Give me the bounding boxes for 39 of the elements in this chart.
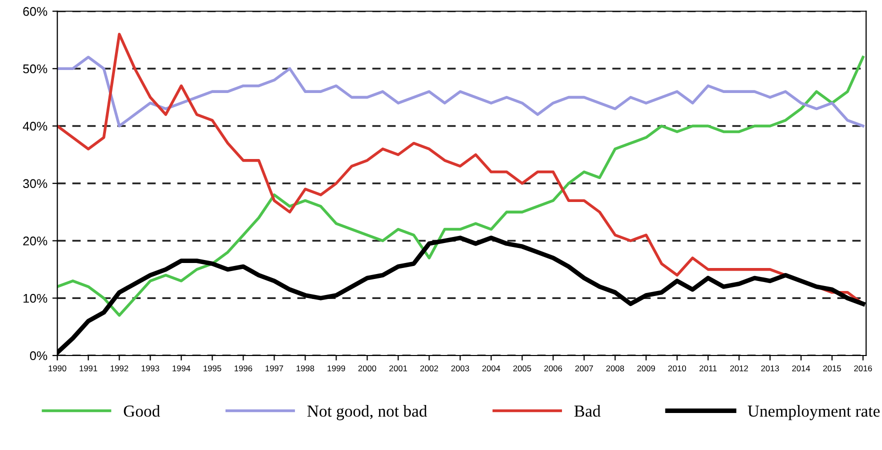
x-tick-label: 1997 [266, 365, 284, 372]
x-tick-label: 2007 [575, 365, 593, 372]
x-tick-label: 1994 [172, 365, 190, 372]
y-tick-label: 0% [30, 351, 48, 360]
line-series [57, 56, 864, 128]
y-tick-label: 60% [23, 7, 48, 16]
x-tick-label: 2008 [606, 365, 624, 372]
x-tick-label: 2012 [730, 365, 748, 372]
y-tick-label: 20% [23, 236, 48, 246]
x-tick-label: 1993 [142, 365, 160, 372]
y-tick-label: 30% [23, 179, 48, 188]
x-tick-label: 1996 [234, 365, 252, 372]
x-tick-label: 2006 [544, 365, 562, 372]
x-tick-label: 2014 [792, 365, 810, 372]
x-tick-label: 1990 [48, 365, 66, 372]
y-tick-label: 50% [23, 64, 48, 74]
x-tick-label: 1999 [328, 365, 346, 372]
x-tick-label: 2005 [513, 365, 532, 372]
x-tick-label: 2016 [854, 365, 872, 372]
x-tick-label: 2010 [668, 365, 686, 372]
legend-label: Not good, not bad [307, 405, 428, 420]
legend-label: Bad [574, 405, 601, 417]
x-tick-label: 2000 [358, 365, 376, 372]
x-tick-label: 2004 [482, 365, 500, 372]
x-tick-label: 2009 [637, 365, 655, 372]
x-tick-label: 2015 [823, 365, 841, 372]
legend-label: Good [124, 405, 160, 417]
x-tick-label: 1992 [110, 365, 128, 372]
x-tick-label: 2002 [420, 365, 438, 372]
legend-label: Unemployment rate [748, 405, 880, 420]
x-tick-label: 1991 [80, 365, 98, 372]
y-tick-label: 40% [22, 122, 48, 131]
x-tick-label: 2003 [451, 365, 470, 372]
y-tick-label: 10% [24, 294, 48, 303]
x-tick-label: 1998 [296, 365, 314, 372]
x-tick-label: 2013 [761, 365, 779, 372]
x-tick-label: 2001 [389, 365, 408, 372]
x-tick-label: 2011 [700, 365, 717, 372]
x-tick-label: 1995 [204, 365, 222, 372]
